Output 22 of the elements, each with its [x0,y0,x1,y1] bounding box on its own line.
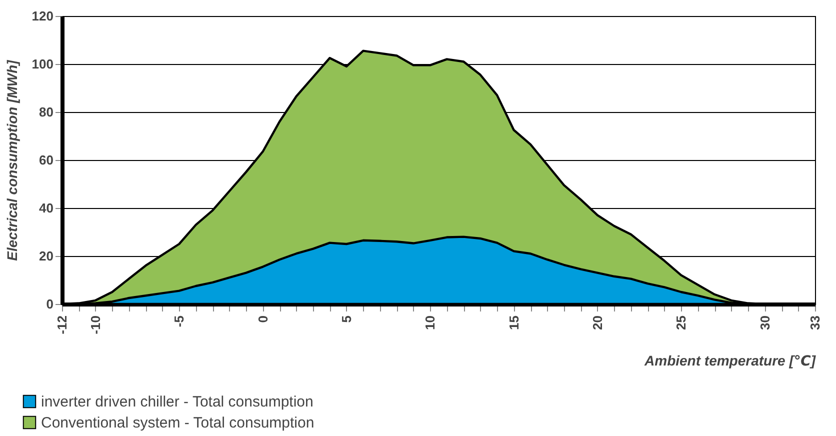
y-axis-title: Electrical consumption [MWh] [4,58,20,261]
x-tick-label: 20 [590,316,605,330]
y-tick-label: 0 [46,296,54,312]
x-tick-label: 25 [674,316,689,330]
y-tick-label: 60 [39,152,54,168]
x-tick-label: 0 [255,316,270,323]
x-tick-label: -10 [88,316,103,334]
x-tick-label: 33 [808,316,822,330]
x-tick-label: -5 [172,316,187,328]
y-tick-label: 100 [32,56,54,72]
x-tick-label: 10 [422,316,438,330]
x-tick-label: 15 [506,316,522,330]
x-tick-label: 30 [757,316,772,330]
y-tick-label: 120 [32,8,54,24]
legend-label: Conventional system - Total consumption [41,414,314,432]
y-tick-label: 80 [39,104,54,120]
x-axis-title: Ambient temperature [℃] [644,352,817,368]
legend-label: inverter driven chiller - Total consumption [41,394,314,410]
y-tick-label: 40 [39,200,54,216]
y-tick-label: 20 [39,248,54,264]
x-tick-label: 5 [338,316,354,323]
x-tick-label: -12 [54,316,70,334]
